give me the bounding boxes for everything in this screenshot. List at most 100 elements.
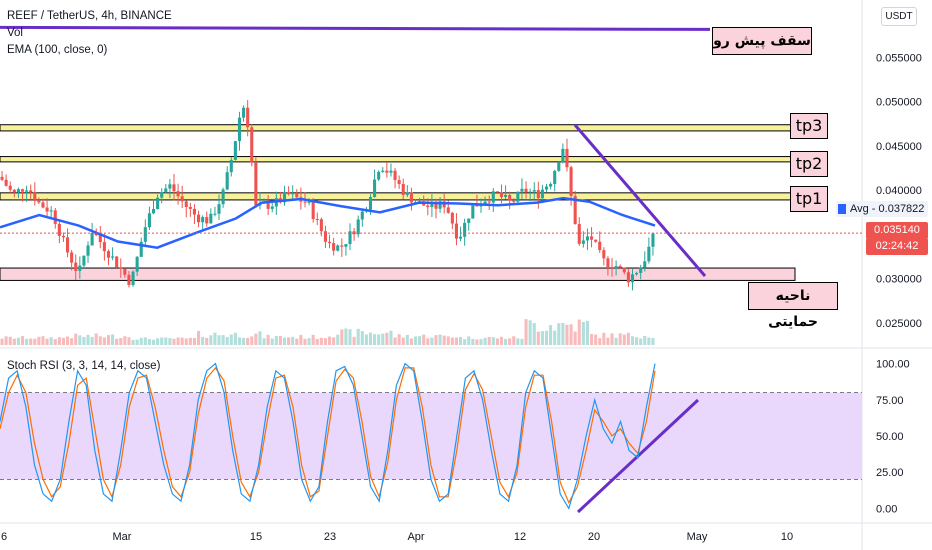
candle-body bbox=[573, 195, 577, 225]
volume-bar bbox=[233, 332, 237, 345]
volume-bar bbox=[393, 337, 397, 345]
candle-body bbox=[86, 245, 90, 256]
x-tick-label: 15 bbox=[250, 531, 262, 543]
volume-bar bbox=[508, 338, 512, 345]
support-zone bbox=[0, 267, 796, 281]
currency-unit-button[interactable]: USDT bbox=[881, 7, 917, 26]
candle-body bbox=[651, 233, 655, 247]
volume-bar bbox=[176, 337, 180, 345]
volume-bar bbox=[332, 337, 336, 345]
volume-bar bbox=[221, 335, 225, 345]
resistance-annotation: سقف پیش رو bbox=[712, 27, 812, 55]
volume-bar bbox=[53, 339, 57, 345]
volume-bar bbox=[315, 338, 319, 345]
candle-body bbox=[37, 200, 41, 203]
volume-bar bbox=[438, 334, 442, 345]
candle-body bbox=[426, 205, 430, 208]
volume-bar bbox=[242, 337, 246, 345]
price-tick-label: 0.025000 bbox=[876, 318, 922, 330]
candle-body bbox=[618, 266, 622, 268]
volume-bar bbox=[364, 334, 368, 345]
candle-body bbox=[319, 219, 323, 232]
volume-bar bbox=[82, 336, 86, 345]
candle-body bbox=[184, 201, 188, 207]
candle-body bbox=[516, 191, 520, 202]
candle-body bbox=[635, 272, 639, 275]
volume-bar bbox=[524, 319, 528, 345]
volume-bar bbox=[197, 330, 201, 345]
volume-bar bbox=[581, 321, 585, 345]
volume-bar bbox=[405, 334, 409, 345]
candle-body bbox=[385, 170, 389, 173]
volume-bar bbox=[164, 337, 168, 345]
volume-bar bbox=[360, 331, 364, 345]
rsi-tick-label: 0.00 bbox=[876, 503, 897, 515]
candle-body bbox=[135, 256, 139, 272]
candle-body bbox=[373, 179, 377, 197]
volume-bar bbox=[262, 338, 266, 345]
candle-body bbox=[348, 231, 352, 245]
candle-body bbox=[569, 167, 573, 196]
candle-body bbox=[123, 268, 127, 275]
candle-body bbox=[520, 188, 524, 192]
volume-bar bbox=[606, 337, 610, 345]
candle-body bbox=[475, 205, 479, 207]
candle-body bbox=[4, 179, 8, 186]
candle-body bbox=[381, 170, 385, 172]
stoch-rsi-k-line bbox=[0, 362, 656, 510]
volume-bar bbox=[0, 338, 4, 345]
volume-bar bbox=[348, 329, 352, 345]
candle-body bbox=[82, 255, 86, 266]
candle-body bbox=[0, 176, 4, 180]
volume-bar bbox=[442, 335, 446, 345]
volume-bar bbox=[102, 337, 106, 345]
candle-body bbox=[557, 162, 561, 171]
candle-body bbox=[94, 233, 98, 236]
volume-bar bbox=[209, 335, 213, 345]
volume-bar bbox=[635, 337, 639, 345]
volume-bar bbox=[188, 337, 192, 345]
volume-bar bbox=[590, 334, 594, 345]
candle-body bbox=[213, 213, 217, 215]
volume-bar bbox=[340, 329, 344, 345]
volume-bar bbox=[172, 338, 176, 345]
volume-bar bbox=[119, 338, 123, 345]
x-tick-label: 20 bbox=[588, 531, 600, 543]
candle-body bbox=[237, 117, 242, 142]
candle-body bbox=[311, 201, 315, 220]
volume-bar bbox=[237, 337, 242, 345]
candle-body bbox=[336, 245, 340, 251]
candle-body bbox=[45, 207, 49, 212]
volume-bar bbox=[602, 332, 606, 345]
volume-bar bbox=[373, 334, 377, 345]
candle-body bbox=[487, 201, 491, 203]
volume-bar bbox=[303, 338, 307, 345]
volume-bar bbox=[639, 338, 643, 345]
volume-bar bbox=[520, 338, 524, 345]
candle-body bbox=[270, 206, 274, 209]
volume-bar bbox=[94, 333, 98, 345]
volume-bar bbox=[123, 336, 127, 345]
volume-bar bbox=[450, 337, 454, 345]
volume-label: Vol bbox=[7, 27, 23, 39]
volume-bar bbox=[184, 338, 188, 345]
candle-body bbox=[401, 183, 405, 195]
candle-body bbox=[512, 200, 516, 202]
candle-body bbox=[49, 210, 53, 212]
candle-body bbox=[598, 241, 602, 251]
volume-bar bbox=[459, 336, 463, 345]
volume-bar bbox=[246, 337, 250, 345]
volume-bar bbox=[106, 335, 111, 345]
candle-body bbox=[389, 170, 393, 173]
x-tick-label: May bbox=[687, 531, 708, 543]
volume-bar bbox=[430, 337, 434, 345]
volume-bar bbox=[585, 320, 589, 345]
candle-body bbox=[446, 207, 450, 213]
candle-body bbox=[29, 190, 33, 193]
candle-body bbox=[504, 194, 508, 198]
x-tick-label: 10 bbox=[781, 531, 793, 543]
candle-body bbox=[221, 189, 225, 205]
volume-bar bbox=[258, 331, 262, 345]
volume-bar bbox=[180, 337, 184, 345]
